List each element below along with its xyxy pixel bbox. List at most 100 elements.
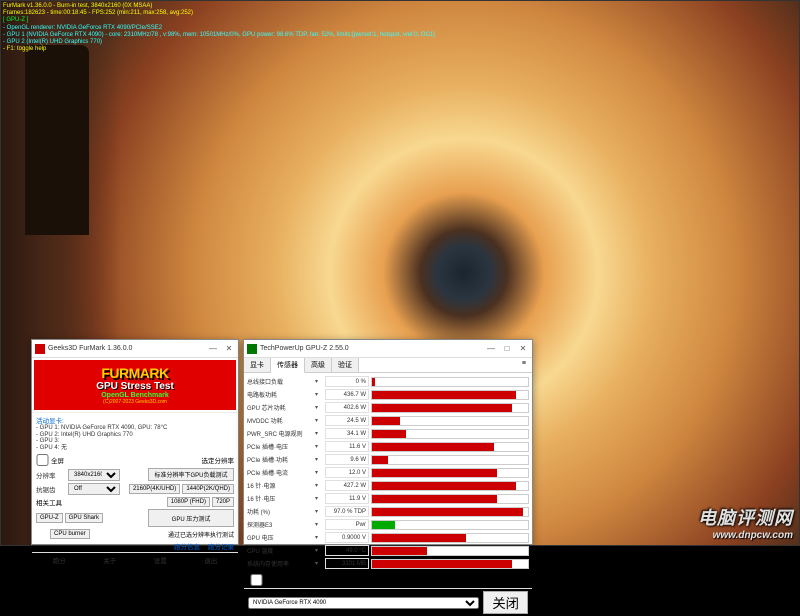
sensor-row: PCIe 插槽·功耗▾9.6 W bbox=[247, 453, 529, 466]
gpuz-close-button[interactable]: ✕ bbox=[517, 344, 529, 354]
sensor-value: 49.0 °C bbox=[325, 545, 369, 556]
gpuz-minimize-button[interactable]: — bbox=[485, 344, 497, 354]
gpuz-tabs: 显卡 传感器 高级 验证 ≡ bbox=[244, 358, 532, 373]
preset-2160p-button[interactable]: 2160P(4K/UHD) bbox=[129, 484, 180, 494]
result-submit-label: 通过已选分辨率执行测试 bbox=[168, 530, 234, 539]
fullscreen-checkbox[interactable] bbox=[36, 454, 49, 466]
gpuz-button[interactable]: GPU-Z bbox=[36, 513, 63, 523]
sensor-value: Pwr bbox=[325, 519, 369, 530]
sensor-bar bbox=[371, 403, 529, 413]
records-link[interactable]: 跑分记录 bbox=[208, 541, 234, 551]
sensor-dropdown-icon[interactable]: ▾ bbox=[315, 391, 323, 398]
gpuz-window: TechPowerUp GPU-Z 2.55.0 — □ ✕ 显卡 传感器 高级… bbox=[243, 339, 533, 545]
resolution-select[interactable]: 3840x2160 bbox=[68, 469, 120, 481]
sensor-dropdown-icon[interactable]: ▾ bbox=[315, 430, 323, 437]
sensor-dropdown-icon[interactable]: ▾ bbox=[315, 521, 323, 528]
furmark-titlebar[interactable]: Geeks3D FurMark 1.36.0.0 — ✕ bbox=[32, 340, 238, 358]
sensor-label: CPU 温度 bbox=[247, 546, 313, 555]
sensor-row: 16 针·电源▾427.2 W bbox=[247, 479, 529, 492]
benchmark-overlay: FurMark v1.36.0.0 - Burn-in test, 3840x2… bbox=[3, 3, 435, 53]
resolution-label: 分辨率 bbox=[36, 470, 66, 480]
custom-preset-button[interactable]: 标准分辨率下GPU负载测试 bbox=[148, 468, 234, 481]
sensor-bar bbox=[371, 533, 529, 543]
sensor-label: 总线接口负载 bbox=[247, 377, 313, 386]
furmark-main-window: FurMark v1.36.0.0 - Burn-in test, 3840x2… bbox=[0, 0, 800, 546]
sensor-label: PWR_SRC 电源规则 bbox=[247, 429, 313, 438]
sensor-row: 探测器E3▾Pwr bbox=[247, 518, 529, 531]
tab-advanced[interactable]: 高级 bbox=[305, 358, 332, 372]
gpu-shark-button[interactable]: GPU Shark bbox=[65, 513, 103, 523]
exit-tab[interactable]: 退出 bbox=[204, 555, 217, 565]
gpuz-maximize-button[interactable]: □ bbox=[501, 344, 513, 354]
overlay-frames: Frames:182623 - time:00:18:45 - FPS:252 … bbox=[3, 10, 435, 17]
log-to-file-label: 记录到文件 bbox=[265, 575, 298, 585]
gpu-tools-label: 相关工具 bbox=[36, 497, 62, 507]
sensor-dropdown-icon[interactable]: ▾ bbox=[315, 547, 323, 554]
preset-1440p-button[interactable]: 1440P(2K/QHD) bbox=[182, 484, 234, 494]
sensor-value: 34.1 W bbox=[325, 428, 369, 439]
overlay-renderer: - OpenGL renderer: NVIDIA GeForce RTX 40… bbox=[3, 25, 435, 32]
gpuz-menu-button[interactable]: ≡ bbox=[516, 358, 532, 372]
sensor-row: 总线接口负载▾0 % bbox=[247, 375, 529, 388]
sensor-label: GPU 芯片功耗 bbox=[247, 403, 313, 412]
about-tab[interactable]: 关于 bbox=[103, 555, 116, 565]
log-to-file-checkbox[interactable] bbox=[250, 574, 263, 586]
tab-validation[interactable]: 验证 bbox=[332, 358, 359, 372]
tab-sensors[interactable]: 传感器 bbox=[271, 358, 305, 373]
gpuz-close-btn[interactable]: 关闭 bbox=[483, 591, 528, 614]
sensor-row: 功耗 (%)▾97.0 % TDP bbox=[247, 505, 529, 518]
fullscreen-label: 全屏 bbox=[51, 455, 64, 465]
gpu-list: - GPU 1: NVIDIA GeForce RTX 4090, GPU: 7… bbox=[36, 425, 234, 451]
sensor-dropdown-icon[interactable]: ▾ bbox=[315, 560, 323, 567]
sensor-value: 0 % bbox=[325, 376, 369, 387]
preset-1080p-button[interactable]: 1080P (FHD) bbox=[167, 497, 210, 507]
sensor-dropdown-icon[interactable]: ▾ bbox=[315, 482, 323, 489]
sensor-row: GPU 电压▾0.9000 V bbox=[247, 531, 529, 544]
close-button[interactable]: ✕ bbox=[223, 344, 235, 354]
sensor-value: 436.7 W bbox=[325, 389, 369, 400]
sensor-list: 总线接口负载▾0 %电路板功耗▾436.7 WGPU 芯片功耗▾402.6 WM… bbox=[244, 373, 532, 572]
sensor-value: 427.2 W bbox=[325, 480, 369, 491]
sensor-bar bbox=[371, 494, 529, 504]
cpu-burner-button[interactable]: CPU burner bbox=[50, 529, 90, 539]
furmark-control-window: Geeks3D FurMark 1.36.0.0 — ✕ FURMARK GPU… bbox=[31, 339, 239, 545]
sensor-label: GPU 电压 bbox=[247, 533, 313, 542]
sensor-value: 3101 MB bbox=[325, 558, 369, 569]
sensor-dropdown-icon[interactable]: ▾ bbox=[315, 404, 323, 411]
sensor-value: 11.6 V bbox=[325, 441, 369, 452]
sensor-bar bbox=[371, 377, 529, 387]
sensor-dropdown-icon[interactable]: ▾ bbox=[315, 378, 323, 385]
sensor-value: 9.6 W bbox=[325, 454, 369, 465]
stress-test-button[interactable]: GPU 压力测试 bbox=[148, 509, 234, 527]
preset-720p-button[interactable]: 720P bbox=[212, 497, 234, 507]
sensor-dropdown-icon[interactable]: ▾ bbox=[315, 508, 323, 515]
aa-select[interactable]: Off bbox=[68, 483, 120, 495]
gpuz-titlebar[interactable]: TechPowerUp GPU-Z 2.55.0 — □ ✕ bbox=[244, 340, 532, 358]
gpuz-bottom-bar: NVIDIA GeForce RTX 4090 关闭 bbox=[244, 588, 532, 616]
sensor-row: 电路板功耗▾436.7 W bbox=[247, 388, 529, 401]
gpu-select[interactable]: NVIDIA GeForce RTX 4090 bbox=[248, 597, 479, 609]
furmark-title: Geeks3D FurMark 1.36.0.0 bbox=[48, 345, 207, 352]
overlay-gpuz-header: [ GPU-Z ] bbox=[3, 17, 435, 24]
gpuz-app-icon bbox=[247, 344, 257, 354]
minimize-button[interactable]: — bbox=[207, 344, 219, 354]
sensor-value: 0.9000 V bbox=[325, 532, 369, 543]
bench-tab[interactable]: 跑分 bbox=[53, 555, 66, 565]
sensor-dropdown-icon[interactable]: ▾ bbox=[315, 534, 323, 541]
sensor-dropdown-icon[interactable]: ▾ bbox=[315, 495, 323, 502]
sensor-label: PCIe 插槽·功耗 bbox=[247, 455, 313, 464]
sensor-dropdown-icon[interactable]: ▾ bbox=[315, 417, 323, 424]
tab-graphics[interactable]: 显卡 bbox=[244, 358, 271, 372]
settings-tab[interactable]: 设置 bbox=[154, 555, 167, 565]
watermark-text: 电脑评测网 bbox=[698, 504, 793, 530]
furmark-app-icon bbox=[35, 344, 45, 354]
gpuz-title: TechPowerUp GPU-Z 2.55.0 bbox=[260, 345, 485, 352]
sensor-dropdown-icon[interactable]: ▾ bbox=[315, 443, 323, 450]
sensor-row: 系统内存使用率▾3101 MB bbox=[247, 557, 529, 570]
overlay-help: - F1: toggle help bbox=[3, 46, 435, 53]
sensor-dropdown-icon[interactable]: ▾ bbox=[315, 469, 323, 476]
sensor-bar bbox=[371, 481, 529, 491]
scores-link[interactable]: 跑分信息 bbox=[174, 541, 200, 551]
sensor-value: 12.0 V bbox=[325, 467, 369, 478]
sensor-dropdown-icon[interactable]: ▾ bbox=[315, 456, 323, 463]
